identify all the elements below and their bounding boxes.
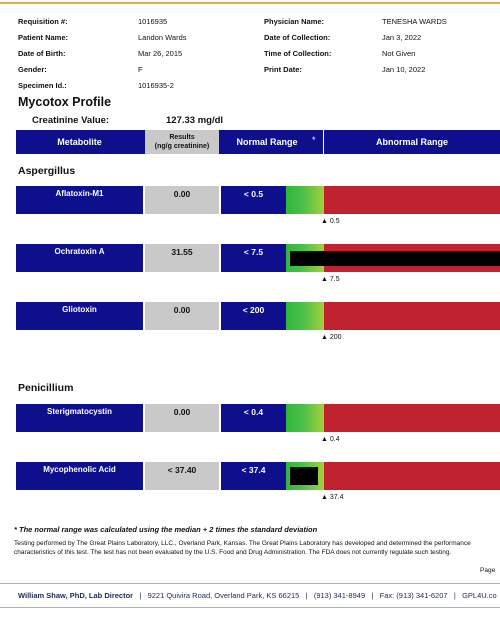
collection-time-label: Time of Collection: bbox=[264, 49, 332, 58]
patient-name-label: Patient Name: bbox=[18, 33, 69, 42]
table-row: Sterigmatocystin 0.00 < 0.4 bbox=[16, 404, 500, 432]
redaction-block bbox=[290, 251, 500, 266]
lab-disclaimer: Testing performed by The Great Plains La… bbox=[14, 540, 471, 556]
range-marker: ▲ 0.5 bbox=[321, 218, 340, 225]
physician-value: TENESHA WARDS bbox=[382, 17, 447, 26]
collection-date-label: Date of Collection: bbox=[264, 33, 331, 42]
abnormal-bar bbox=[324, 462, 500, 490]
table-row: Mycophenolic Acid < 37.40 < 37.4 bbox=[16, 462, 500, 490]
dob-label: Date of Birth: bbox=[18, 49, 66, 58]
results-header-line1: Results bbox=[169, 134, 195, 141]
lab-address: 9221 Quivira Road, Overland Park, KS 662… bbox=[147, 591, 300, 600]
result-value: 0.00 bbox=[145, 404, 219, 432]
metabolite-name: Gliotoxin bbox=[16, 302, 143, 330]
footer-sep: | bbox=[135, 591, 146, 600]
metabolite-name: Mycophenolic Acid bbox=[16, 462, 143, 490]
dob-value: Mar 26, 2015 bbox=[138, 49, 183, 58]
top-rule bbox=[0, 2, 500, 4]
footer-sep: | bbox=[449, 591, 460, 600]
footer-sep: | bbox=[367, 591, 378, 600]
range-marker: ▲ 200 bbox=[321, 334, 342, 341]
normal-range-footnote: * The normal range was calculated using … bbox=[14, 525, 318, 534]
normal-gradient-bar bbox=[286, 404, 324, 432]
patient-name-value: Landon Wards bbox=[138, 33, 187, 42]
metabolite-name: Ochratoxin A bbox=[16, 244, 143, 272]
gender-label: Gender: bbox=[18, 65, 47, 74]
lab-fax: Fax: (913) 341-6207 bbox=[379, 591, 448, 600]
metabolite-name: Aflatoxin-M1 bbox=[16, 186, 143, 214]
page-label: Page bbox=[480, 567, 496, 574]
redaction-block bbox=[290, 467, 318, 485]
abnormal-bar bbox=[324, 186, 500, 214]
creatinine-value: 127.33 mg/dl bbox=[166, 115, 224, 126]
normal-range-value: < 200 bbox=[221, 302, 286, 330]
collection-time-value: Not Given bbox=[382, 49, 416, 58]
metabolite-header: Metabolite bbox=[57, 137, 102, 147]
footer-rule-top bbox=[0, 583, 500, 584]
abnormal-bar bbox=[324, 404, 500, 432]
normal-range-value: < 0.4 bbox=[221, 404, 286, 432]
gender-value: F bbox=[138, 65, 143, 74]
lab-website: GPL4U.co bbox=[462, 591, 497, 600]
normal-range-header: Normal Range bbox=[236, 137, 298, 147]
normal-gradient-bar bbox=[286, 302, 324, 330]
normal-gradient-bar bbox=[286, 186, 324, 214]
normal-range-star: * bbox=[312, 135, 316, 145]
abnormal-bar bbox=[324, 302, 500, 330]
header-divider bbox=[323, 130, 324, 154]
result-value: 0.00 bbox=[145, 186, 219, 214]
result-value: < 37.40 bbox=[145, 462, 219, 490]
creatinine-label: Creatinine Value: bbox=[32, 115, 110, 126]
range-marker: ▲ 7.5 bbox=[321, 276, 340, 283]
lab-phone: (913) 341-8949 bbox=[313, 591, 366, 600]
abnormal-range-header: Abnormal Range bbox=[375, 137, 448, 147]
section-title-penicillium: Penicillium bbox=[18, 382, 74, 394]
table-row: Aflatoxin-M1 0.00 < 0.5 bbox=[16, 186, 500, 214]
collection-date-value: Jan 3, 2022 bbox=[382, 33, 422, 42]
profile-title: Mycotox Profile bbox=[18, 95, 112, 109]
result-value: 0.00 bbox=[145, 302, 219, 330]
result-value: 31.55 bbox=[145, 244, 219, 272]
specimen-value: 1016935-2 bbox=[138, 81, 174, 90]
normal-range-value: < 37.4 bbox=[221, 462, 286, 490]
table-row: Gliotoxin 0.00 < 200 bbox=[16, 302, 500, 330]
normal-range-value: < 0.5 bbox=[221, 186, 286, 214]
metabolite-name: Sterigmatocystin bbox=[16, 404, 143, 432]
results-header-line2: (ng/g creatinine) bbox=[154, 143, 210, 150]
requisition-value: 1016935 bbox=[138, 17, 168, 26]
footer-rule-bottom bbox=[0, 607, 500, 608]
physician-label: Physician Name: bbox=[264, 17, 325, 26]
section-title-aspergillus: Aspergillus bbox=[18, 165, 76, 177]
range-marker: ▲ 37.4 bbox=[321, 494, 344, 501]
table-row: Ochratoxin A 31.55 < 7.5 bbox=[16, 244, 500, 272]
normal-range-value: < 7.5 bbox=[221, 244, 286, 272]
table-header: Metabolite Results (ng/g creatinine) Nor… bbox=[16, 130, 500, 154]
print-date-label: Print Date: bbox=[264, 65, 302, 74]
lab-director: William Shaw, PhD, Lab Director bbox=[18, 591, 134, 600]
specimen-label: Specimen Id.: bbox=[18, 81, 67, 90]
footer-sep: | bbox=[301, 591, 312, 600]
requisition-label: Requisition #: bbox=[18, 17, 68, 26]
lab-footer: William Shaw, PhD, Lab Director | 9221 Q… bbox=[18, 591, 497, 600]
range-marker: ▲ 0.4 bbox=[321, 436, 340, 443]
results-header: Results (ng/g creatinine) bbox=[145, 130, 219, 154]
print-date-value: Jan 10, 2022 bbox=[382, 65, 426, 74]
